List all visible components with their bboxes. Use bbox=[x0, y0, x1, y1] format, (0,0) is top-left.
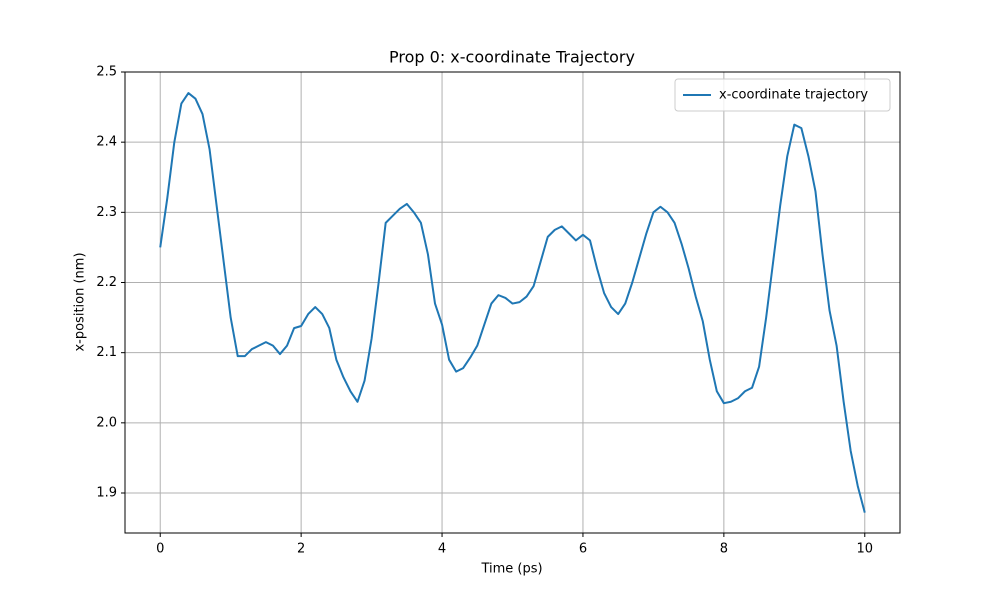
x-tick-label: 2 bbox=[297, 542, 305, 557]
x-tick-label: 10 bbox=[856, 542, 873, 557]
y-tick-label: 2.3 bbox=[96, 205, 117, 220]
y-tick-label: 2.1 bbox=[96, 345, 117, 360]
line bbox=[159, 92, 866, 513]
x-axis-label: Time (ps) bbox=[480, 562, 542, 577]
axes-frame bbox=[124, 71, 901, 534]
legend-label: x-coordinate trajectory bbox=[719, 88, 868, 103]
plot-area bbox=[159, 92, 866, 513]
y-axis-label: x-position (nm) bbox=[73, 252, 88, 351]
y-tick-label: 2.4 bbox=[96, 135, 117, 150]
ticks: 0 2 4 6 8 10 1.9 2.0 2.1 2.2 2.3 2.4 2.5 bbox=[96, 65, 873, 557]
x-tick-label: 6 bbox=[579, 542, 587, 557]
y-tick-label: 2.5 bbox=[96, 65, 117, 80]
y-tick-label: 2.2 bbox=[96, 275, 117, 290]
chart-title: Prop 0: x-coordinate Trajectory bbox=[389, 48, 635, 67]
legend-box bbox=[674, 78, 891, 112]
legend: x-coordinate trajectory bbox=[674, 78, 891, 112]
x-tick-label: 0 bbox=[156, 542, 164, 557]
x-tick-label: 4 bbox=[438, 542, 446, 557]
y-tick-label: 1.9 bbox=[96, 486, 117, 501]
x-tick-label: 8 bbox=[720, 542, 728, 557]
y-tick-label: 2.0 bbox=[96, 415, 117, 430]
